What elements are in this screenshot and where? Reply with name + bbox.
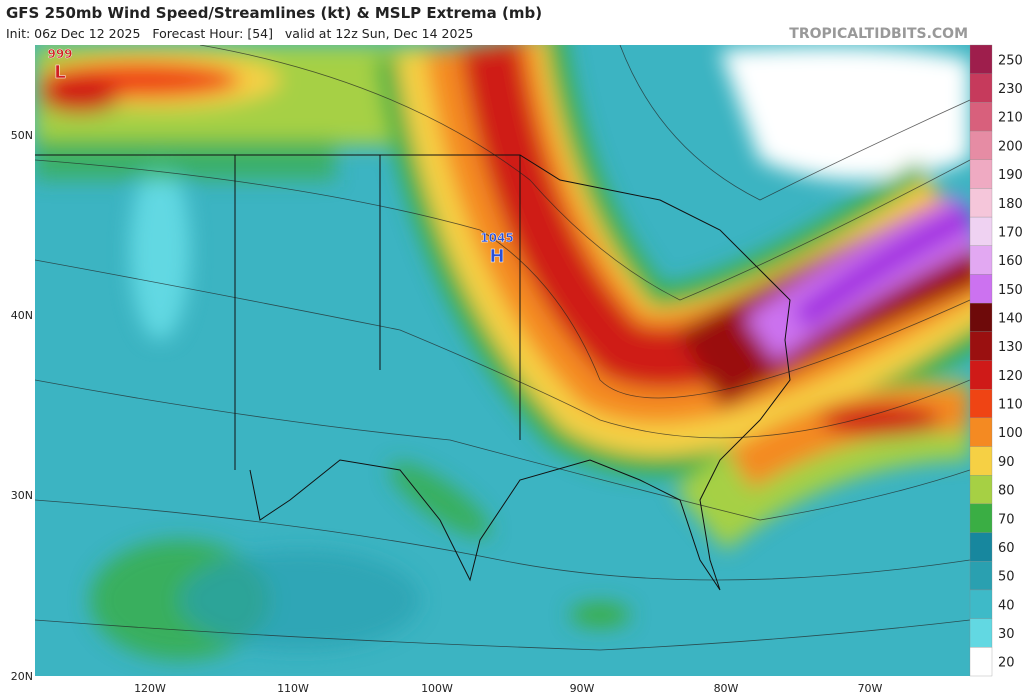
colorbar-segment (969, 417, 993, 447)
colorbar-segment (969, 159, 993, 189)
colorbar-label: 140 (998, 311, 1023, 326)
colorbar-segment (969, 389, 993, 419)
colorbar-label: 90 (998, 455, 1015, 470)
colorbar-segment (969, 503, 993, 533)
colorbar-label: 70 (998, 512, 1015, 527)
colorbar-segment (969, 302, 993, 332)
colorbar-segment (969, 331, 993, 361)
title: GFS 250mb Wind Speed/Streamlines (kt) & … (6, 4, 542, 22)
extremum-symbol: L (54, 62, 65, 83)
extremum-symbol: H (489, 246, 504, 267)
colorbar-label: 80 (998, 484, 1015, 499)
lon-label: 110W (277, 682, 309, 695)
colorbar-segment (969, 561, 993, 591)
colorbar-segment (969, 73, 993, 103)
colorbar-label: 100 (998, 426, 1023, 441)
colorbar-segment (969, 274, 993, 304)
colorbar-segment (969, 216, 993, 246)
colorbar-label: 230 (998, 82, 1023, 97)
colorbar-segment (969, 102, 993, 132)
colorbar-segment (969, 130, 993, 160)
lat-label: 30N (11, 489, 33, 502)
colorbar-label: 250 (998, 53, 1023, 68)
colorbar-label: 150 (998, 283, 1023, 298)
lon-label: 70W (858, 682, 883, 695)
colorbar-segment (969, 532, 993, 562)
lat-label: 20N (11, 670, 33, 683)
colorbar-segment (969, 475, 993, 505)
map (35, 45, 970, 676)
colorbar-segment (969, 245, 993, 275)
colorbar-segment (969, 647, 993, 677)
source: TROPICALTIDBITS.COM (789, 26, 968, 42)
colorbar-label: 130 (998, 340, 1023, 355)
lon-label: 90W (570, 682, 595, 695)
colorbar-label: 30 (998, 627, 1015, 642)
colorbar-label: 210 (998, 111, 1023, 126)
colorbar-label: 120 (998, 369, 1023, 384)
colorbar-segment (969, 618, 993, 648)
colorbar-label: 20 (998, 656, 1015, 671)
lon-label: 80W (714, 682, 739, 695)
colorbar-label: 50 (998, 570, 1015, 585)
lon-label: 100W (421, 682, 453, 695)
colorbar-label: 200 (998, 139, 1023, 154)
colorbar-segment (969, 446, 993, 476)
colorbar-label: 190 (998, 168, 1023, 183)
lat-label: 40N (11, 309, 33, 322)
colorbar-label: 180 (998, 197, 1023, 212)
colorbar-label: 110 (998, 398, 1023, 413)
lon-label: 120W (134, 682, 166, 695)
colorbar-label: 160 (998, 254, 1023, 269)
colorbar-label: 60 (998, 541, 1015, 556)
extremum-value: 1045 (480, 231, 513, 245)
subtitle: Init: 06z Dec 12 2025 Forecast Hour: [54… (6, 26, 473, 41)
colorbar: 250 230 210 200 190 180 170 160 150 140 130 120 110 1… (969, 44, 1023, 677)
colorbar-segment (969, 589, 993, 619)
colorbar-segment (969, 44, 993, 74)
colorbar-label: 170 (998, 225, 1023, 240)
colorbar-label: 40 (998, 598, 1015, 613)
lat-label: 50N (11, 129, 33, 142)
extremum-value: 999 (47, 47, 72, 61)
colorbar-segment (969, 188, 993, 218)
colorbar-segment (969, 360, 993, 390)
